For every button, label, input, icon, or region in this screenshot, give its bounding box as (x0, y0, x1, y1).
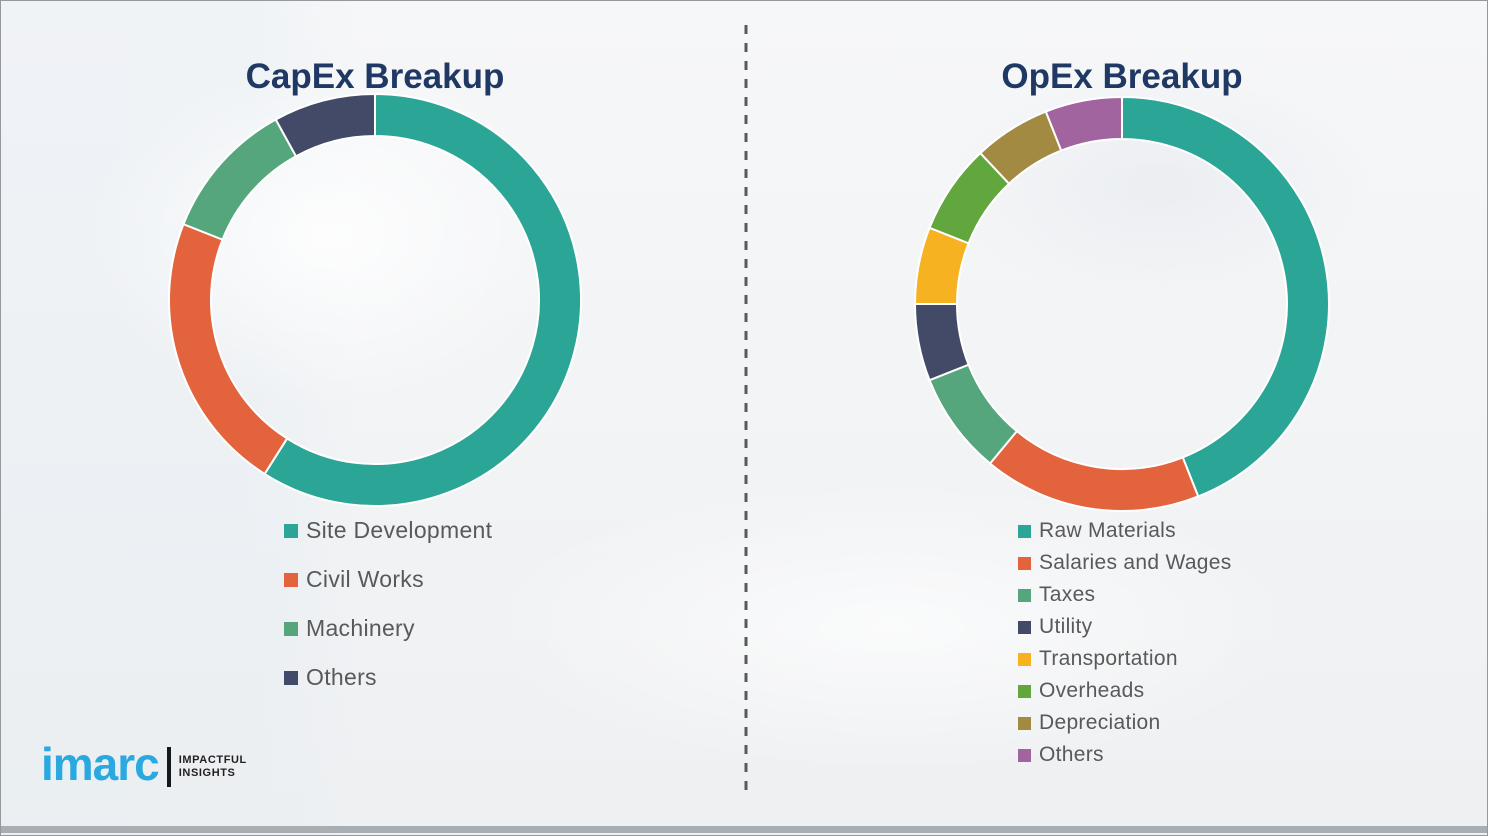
legend-item-others: Others (284, 664, 492, 691)
legend-swatch-raw-materials (1018, 524, 1031, 538)
legend-label-transportation: Transportation (1039, 647, 1178, 670)
donut-segment-utility (913, 303, 970, 382)
legend-swatch-others (1018, 748, 1031, 762)
legend-label-raw-materials: Raw Materials (1039, 519, 1176, 542)
legend-item-civil-works: Civil Works (284, 566, 492, 593)
legend-swatch-machinery (284, 621, 298, 636)
legend-swatch-overheads (1018, 684, 1031, 698)
legend-label-depreciation: Depreciation (1039, 711, 1161, 734)
logo-tagline-line2: INSIGHTS (178, 767, 236, 779)
donut-segment-raw-materials (1121, 95, 1330, 498)
legend-label-taxes: Taxes (1039, 583, 1096, 606)
imarc-logo-wordmark: imarc (41, 738, 160, 790)
donut-segment-civil-works (168, 222, 289, 476)
legend-swatch-civil-works (284, 572, 298, 587)
legend-item-machinery: Machinery (284, 615, 492, 642)
legend-item-others: Others (1018, 743, 1232, 767)
dashed-divider-line (744, 25, 748, 795)
capex-legend: Site Development Civil Works Machinery Othe… (284, 517, 492, 691)
logo-tagline-line1: IMPACTFUL (178, 754, 247, 766)
donut-segment-salaries-and-wages (988, 429, 1200, 512)
legend-swatch-depreciation (1018, 716, 1031, 730)
legend-label-machinery: Machinery (306, 615, 415, 641)
legend-label-civil-works: Civil Works (306, 566, 424, 592)
legend-item-utility: Utility (1018, 615, 1232, 639)
legend-swatch-transportation (1018, 652, 1031, 666)
legend-label-overheads: Overheads (1039, 679, 1145, 702)
legend-swatch-site-development (284, 523, 298, 538)
legend-label-others: Others (306, 664, 377, 690)
legend-item-taxes: Taxes (1018, 583, 1232, 607)
legend-swatch-salaries-and-wages (1018, 556, 1031, 570)
capex-donut-chart (168, 92, 582, 507)
donut-segment-others (274, 92, 376, 158)
donut-segment-machinery (182, 118, 298, 241)
legend-swatch-utility (1018, 620, 1031, 634)
legend-item-transportation: Transportation (1018, 647, 1232, 671)
opex-legend: Raw Materials Salaries and Wages Taxes Util… (1018, 519, 1232, 767)
logo-divider-bar (166, 747, 171, 787)
bottom-edge-bar (1, 826, 1487, 833)
donut-segment-site-development (263, 92, 582, 507)
legend-swatch-taxes (1018, 588, 1031, 602)
donut-segment-others (1044, 95, 1123, 152)
legend-label-utility: Utility (1039, 615, 1093, 638)
legend-item-raw-materials: Raw Materials (1018, 519, 1232, 543)
legend-label-site-development: Site Development (306, 517, 493, 543)
legend-item-salaries-and-wages: Salaries and Wages (1018, 551, 1232, 575)
legend-swatch-others (284, 670, 298, 685)
opex-donut-chart (913, 95, 1330, 512)
imarc-logo: imarc IMPACTFUL INSIGHTS (41, 741, 247, 787)
legend-label-salaries-and-wages: Salaries and Wages (1039, 551, 1232, 574)
legend-item-depreciation: Depreciation (1018, 711, 1232, 735)
legend-item-overheads: Overheads (1018, 679, 1232, 703)
legend-item-site-development: Site Development (284, 517, 492, 544)
logo-tagline: IMPACTFUL INSIGHTS (179, 754, 247, 780)
opex-chart-title: OpEx Breakup (1001, 57, 1243, 97)
legend-label-others: Others (1039, 743, 1104, 766)
capex-chart-title: CapEx Breakup (245, 57, 505, 97)
